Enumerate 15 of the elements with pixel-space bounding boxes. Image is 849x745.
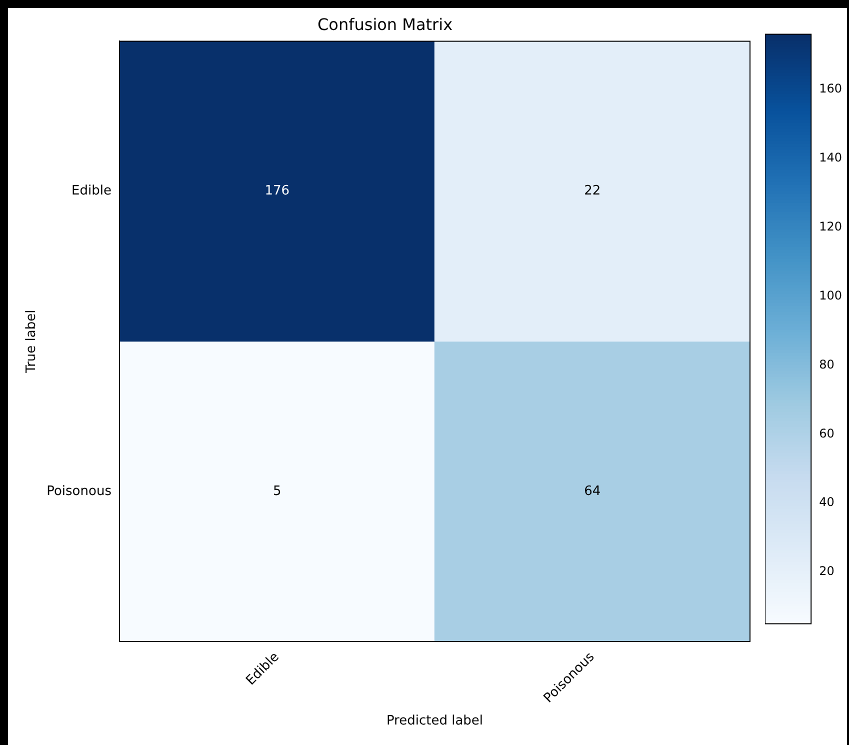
color-bar-label: 40	[819, 495, 834, 510]
y-axis-title: True label	[24, 310, 40, 374]
color-bar-label: 160	[819, 81, 842, 96]
data-label: 176	[264, 184, 290, 199]
color-bar-label: 20	[819, 564, 834, 578]
color-bar-label: 80	[819, 357, 834, 372]
data-label: 5	[272, 484, 282, 499]
color-bar-label: 100	[819, 288, 842, 302]
color-bar-label: 120	[819, 219, 842, 234]
x-axis-title: Predicted label	[386, 714, 484, 729]
data-label: 64	[584, 484, 601, 499]
color-bar-label: 60	[819, 426, 834, 440]
color-bar-label: 140	[819, 150, 842, 164]
data-label: 22	[584, 184, 601, 199]
chart-title: Confusion Matrix	[317, 14, 453, 34]
